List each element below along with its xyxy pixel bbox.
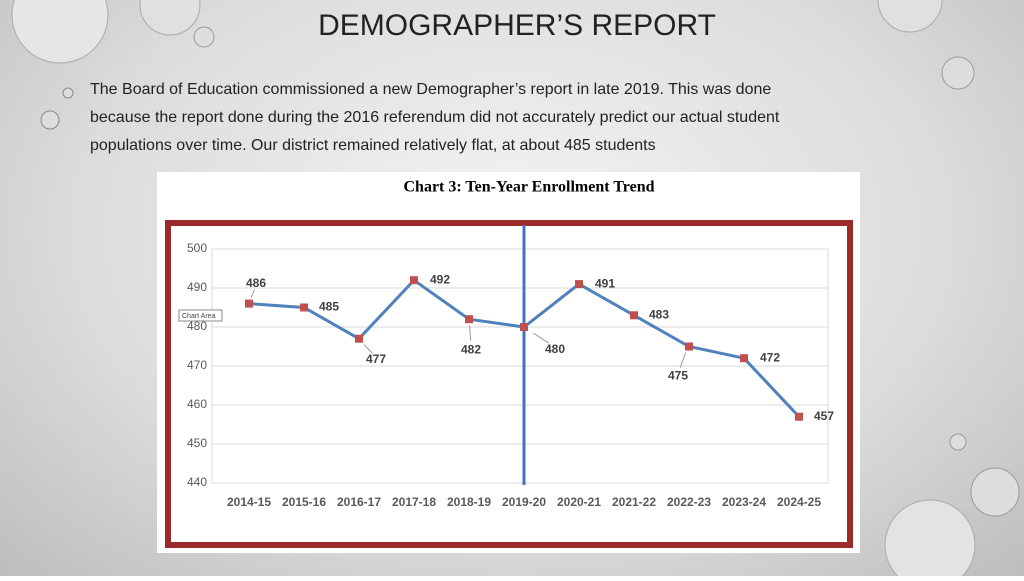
drop-decoration (877, 0, 943, 33)
drop-decoration (970, 467, 1020, 517)
leader-line (679, 352, 687, 368)
data-label: 485 (319, 300, 339, 314)
data-label: 486 (246, 276, 266, 290)
drop-decoration (949, 433, 967, 451)
drop-decoration (941, 56, 975, 90)
x-tick-label: 2016-17 (337, 495, 381, 509)
data-label: 477 (366, 352, 386, 366)
data-point (630, 311, 638, 320)
data-point (355, 334, 363, 343)
x-tick-label: 2021-22 (612, 495, 656, 509)
data-point (520, 323, 528, 331)
data-label: 482 (461, 342, 481, 356)
data-label: 483 (649, 307, 669, 321)
y-tick-label: 500 (187, 241, 207, 255)
data-point (245, 299, 253, 308)
x-tick-label: 2018-19 (447, 495, 491, 509)
body-text: The Board of Education commissioned a ne… (90, 81, 771, 98)
leader-line (533, 332, 550, 344)
chart-frame (165, 220, 853, 548)
x-tick-label: 2017-18 (392, 495, 436, 509)
data-point (740, 354, 748, 363)
data-point (795, 412, 803, 421)
data-label: 480 (545, 342, 565, 356)
data-label: 472 (760, 350, 780, 364)
drop-decoration (40, 110, 60, 130)
y-tick-label: 470 (187, 358, 207, 372)
body-text: because the report done during the 2016 … (90, 109, 780, 126)
data-label: 475 (668, 369, 688, 383)
leader-line (469, 325, 472, 341)
drop-decoration (62, 87, 74, 99)
x-tick-label: 2022-23 (667, 495, 711, 509)
data-label: 457 (814, 409, 834, 423)
chart-image (157, 172, 860, 553)
x-tick-label: 2020-21 (557, 495, 601, 509)
drop-decoration (139, 0, 201, 36)
y-tick-label: 490 (187, 280, 207, 294)
chart-title: Chart 3: Ten-Year Enrollment Trend (404, 179, 655, 196)
tooltip: Chart Area (182, 313, 216, 320)
data-point (685, 342, 693, 351)
leader-line (250, 289, 256, 298)
y-tick-label: 480 (187, 319, 207, 333)
slide-title: DEMOGRAPHER’S REPORT (318, 9, 716, 42)
data-label: 492 (430, 272, 450, 286)
x-tick-label: 2014-15 (227, 495, 271, 509)
y-tick-label: 440 (187, 475, 207, 489)
x-tick-label: 2019-20 (502, 495, 546, 509)
data-point (575, 280, 583, 289)
tooltip-box (178, 309, 223, 322)
x-tick-label: 2023-24 (722, 495, 766, 509)
drop-decoration (11, 0, 109, 64)
data-point (465, 315, 473, 324)
y-tick-label: 450 (187, 436, 207, 450)
data-label: 491 (595, 276, 615, 290)
y-tick-label: 460 (187, 397, 207, 411)
leader-line (363, 344, 373, 354)
drop-decoration (193, 26, 215, 48)
data-point (300, 303, 308, 312)
drop-decoration (884, 499, 976, 581)
x-tick-label: 2024-25 (777, 495, 821, 509)
x-tick-label: 2015-16 (282, 495, 326, 509)
body-text: populations over time. Our district rema… (90, 137, 656, 154)
data-point (410, 276, 418, 285)
